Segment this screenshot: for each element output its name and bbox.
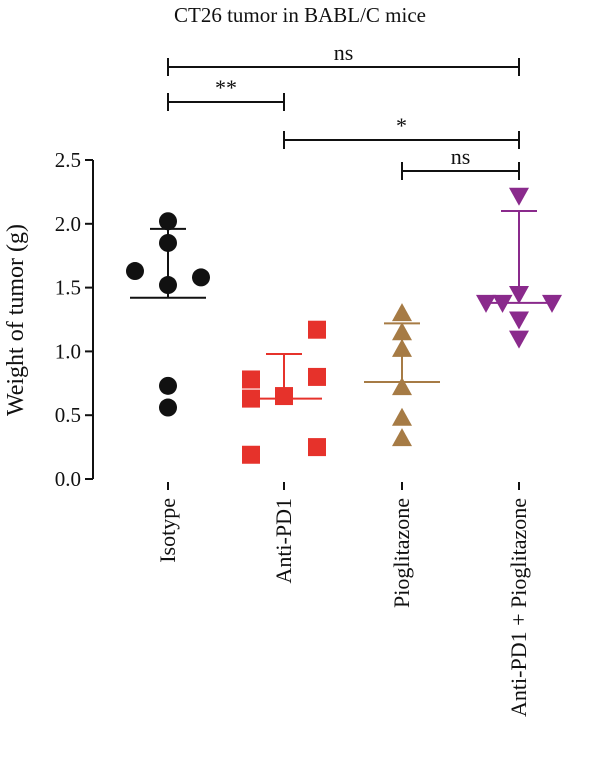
y-tick-label: 2.5 (55, 148, 81, 172)
data-point-circle (159, 233, 177, 252)
data-point-triangle-down (509, 330, 529, 349)
y-tick-label: 0.5 (55, 403, 81, 427)
data-point-square (275, 387, 293, 406)
category-label: Pioglitazone (389, 498, 414, 608)
chart-title: CT26 tumor in BABL/C mice (174, 3, 426, 27)
data-point-triangle-down (542, 294, 562, 313)
data-point-triangle-up (392, 303, 412, 322)
data-point-triangle-up (392, 428, 412, 447)
data-point-triangle-up (392, 377, 412, 396)
data-point-square (242, 389, 260, 408)
y-tick-label: 0.0 (55, 467, 81, 491)
data-point-square (242, 445, 260, 464)
data-point-triangle-down (492, 294, 513, 313)
data-point-circle (159, 398, 177, 417)
y-axis: 0.0 0.5 1.0 1.5 2.0 2.5 (55, 148, 94, 491)
category-label: Anti-PD1 (271, 498, 296, 584)
data-point-triangle-down (509, 311, 529, 330)
y-tick-label: 2.0 (55, 212, 81, 236)
y-tick-label: 1.0 (55, 339, 81, 363)
y-axis-label: Weight of tumor (g) (3, 224, 29, 416)
data-point-triangle-down (476, 294, 496, 313)
data-point-triangle-up (392, 338, 412, 357)
data-point-circle (159, 276, 177, 295)
significance-label: ** (215, 75, 237, 100)
series-group (364, 303, 440, 447)
data-point-circle (126, 262, 144, 281)
significance-label: * (396, 113, 407, 138)
data-point-triangle-up (392, 322, 412, 341)
category-label: Anti-PD1 + Pioglitazone (506, 498, 531, 717)
significance-label: ns (451, 144, 471, 169)
series-group (476, 187, 562, 349)
data-point-square (308, 367, 326, 386)
data-point-triangle-down (509, 187, 529, 206)
data-point-circle (159, 376, 177, 395)
data-point-triangle-down (509, 285, 529, 304)
y-tick-label: 1.5 (55, 276, 81, 300)
data-point-square (308, 320, 326, 339)
plot-area (126, 187, 562, 464)
significance-label: ns (334, 40, 354, 65)
data-point-square (308, 438, 326, 457)
category-label: Isotype (155, 498, 180, 563)
data-point-triangle-up (392, 407, 412, 426)
data-point-square (242, 370, 260, 389)
significance-annotations: ns***ns (167, 40, 520, 180)
series-group (126, 212, 210, 417)
data-point-circle (192, 268, 210, 287)
x-axis-categories: Isotype Anti-PD1 Pioglitazone Anti-PD1 + Pi… (155, 482, 531, 717)
series-group (242, 320, 326, 464)
data-point-circle (159, 212, 177, 231)
